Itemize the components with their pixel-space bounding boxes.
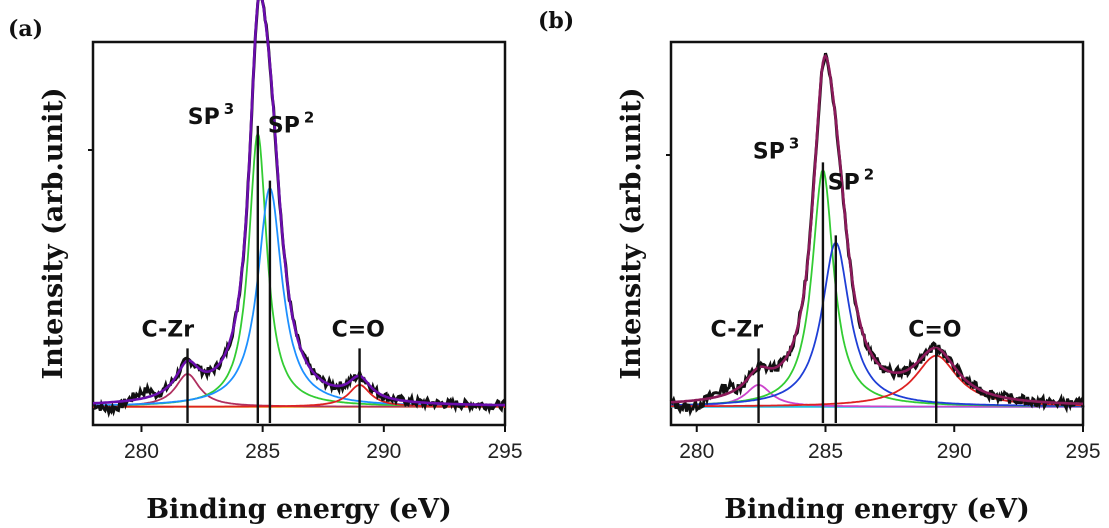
peak-label-superscript: 3 [789,134,799,152]
peak-label-superscript: 3 [224,100,234,118]
x-tick-label: 295 [1065,440,1100,463]
peak-label: SP [828,170,860,195]
x-tick-label: 290 [937,440,972,463]
x-tick-label: 280 [124,440,159,463]
sp2-component-curve [671,241,1083,407]
peak-label: C-Zr [142,317,195,342]
chart-panel-a: (a) 280 285 290 295 Binding energy (eV) Intens… [8,0,523,525]
x-tick-label: 280 [679,440,714,463]
plot-frame [91,40,507,427]
plot-frame [669,40,1085,427]
peak-label: C-Zr [711,317,764,342]
x-axis-title: Binding energy (eV) [146,494,452,525]
fit-envelope-curve [92,0,505,407]
panel-label: (a) [8,16,43,42]
sp3-component-curve [670,167,1083,408]
x-tick-label: 285 [808,440,843,463]
x-tick-label: 285 [245,440,280,463]
peak-label-superscript: 2 [864,165,874,183]
raw-data-curve [92,0,507,418]
peak-label: SP [753,139,785,164]
y-axis-title: Intensity (arb.unit) [616,87,647,379]
x-tick-label: 290 [366,440,401,463]
x-axis-title: Binding energy (eV) [724,494,1030,525]
peak-label: C=O [908,317,961,342]
c-zr-component-curve [671,383,1083,408]
peak-label: C=O [332,317,385,342]
peak-label: SP [268,114,300,139]
peak-label: SP [188,105,220,130]
chart-panel-b: (b) 280 285 290 295 Binding energy (eV) Intens… [538,8,1101,525]
raw-data-curve [669,52,1085,417]
fit-envelope-curve [670,53,1084,406]
x-tick-label: 295 [487,440,522,463]
panel-label: (b) [538,8,574,34]
sp2-component-curve [93,186,505,407]
y-axis-title: Intensity (arb.unit) [38,87,69,379]
peak-label-superscript: 2 [304,109,314,127]
